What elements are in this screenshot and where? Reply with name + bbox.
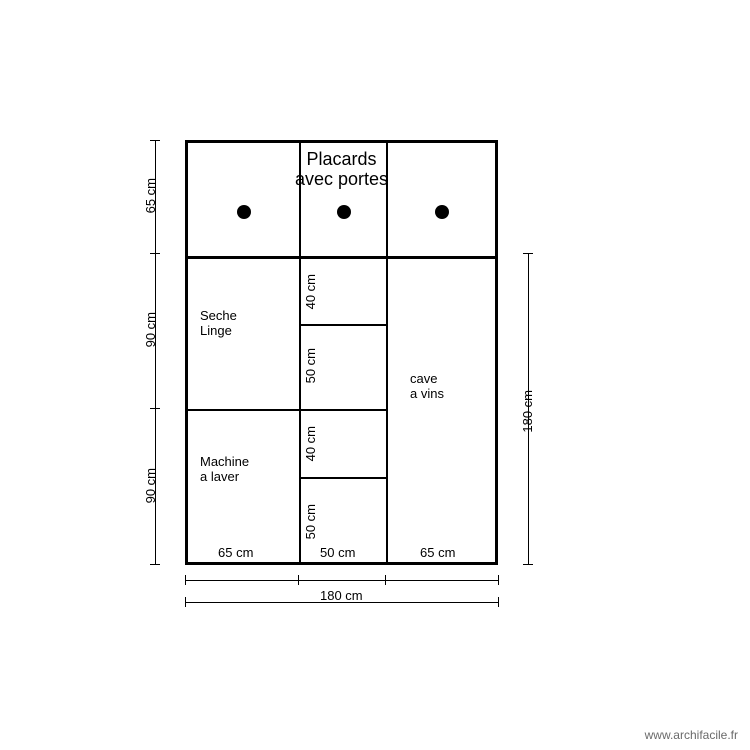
watermark: www.archifacile.fr: [645, 728, 738, 742]
mid-shelf-3: [301, 477, 386, 479]
top-cupboard-right: [388, 143, 495, 256]
dim-left-65: 65 cm: [143, 178, 158, 213]
right-column: cave a vins: [388, 256, 495, 562]
machine-laver-label: Machine a laver: [200, 454, 249, 484]
knob-icon: [337, 205, 351, 219]
mid-shelf-1: [301, 324, 386, 326]
middle-column: 40 cm 50 cm 40 cm 50 cm: [301, 256, 388, 562]
left-col-divider: [188, 409, 299, 411]
dim-mid-40b: 40 cm: [303, 426, 318, 461]
dim-mid-50a: 50 cm: [303, 348, 318, 383]
dim-right-180: 180 cm: [520, 390, 535, 433]
dim-bot-180: 180 cm: [320, 588, 363, 603]
top-cupboard-left: [188, 143, 301, 256]
dim-bot-65r: 65 cm: [420, 545, 455, 560]
dim-bot-65l: 65 cm: [218, 545, 253, 560]
dim-left-90b: 90 cm: [143, 468, 158, 503]
seche-linge-label: Seche Linge: [200, 308, 237, 338]
mid-shelf-2: [301, 409, 386, 411]
top-cupboard-middle: [301, 143, 388, 256]
knob-icon: [435, 205, 449, 219]
top-cupboards-row: Placards avec portes: [188, 143, 495, 259]
plan-outline: Placards avec portes Seche Linge Machine…: [185, 140, 498, 565]
dim-bot-50: 50 cm: [320, 545, 355, 560]
left-column: Seche Linge Machine a laver: [188, 256, 301, 562]
knob-icon: [237, 205, 251, 219]
dim-mid-40a: 40 cm: [303, 274, 318, 309]
cave-vins-label: cave a vins: [410, 371, 444, 401]
dim-mid-50b: 50 cm: [303, 504, 318, 539]
lower-section: Seche Linge Machine a laver 40 cm 50 cm …: [188, 256, 495, 562]
dim-left-90a: 90 cm: [143, 312, 158, 347]
